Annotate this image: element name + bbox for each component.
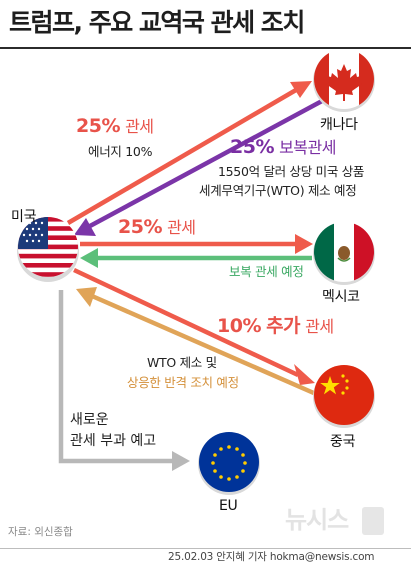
country-label-china: 중국	[330, 434, 356, 450]
china-tariff-label: 10% 추가 관세	[217, 317, 334, 336]
canada-retaliation-detail-2: 세계무역기구(WTO) 제소 예정	[199, 183, 357, 198]
china-response-line-1: WTO 제소 및	[147, 355, 217, 370]
mexico-retaliation-note: 보복 관세 예정	[229, 264, 304, 279]
source-label: 자료: 외신종합	[8, 526, 73, 538]
us-flag-icon	[17, 217, 79, 282]
china-tariff-word: 관세	[305, 317, 334, 336]
canada-retaliation-detail-1: 1550억 달러 상당 미국 상품	[218, 164, 365, 179]
canada-energy-note: 에너지 10%	[88, 144, 153, 159]
china-tariff-pct: 10%	[217, 315, 261, 337]
country-label-eu: EU	[219, 498, 238, 514]
canada-tariff-word: 관세	[125, 117, 154, 136]
canada-retaliation-label: 25% 보복관세	[230, 138, 336, 157]
page-title: 트럼프, 주요 교역국 관세 조치	[9, 8, 305, 37]
mexico-flag-icon	[313, 222, 375, 285]
footer-divider	[0, 548, 411, 549]
eu-notice-line-1: 새로운	[70, 412, 109, 428]
canada-flag-icon	[313, 49, 375, 112]
mexico-tariff-word: 관세	[167, 218, 196, 237]
china-tariff-extra: 추가	[266, 315, 301, 337]
china-response-line-2: 상응한 반격 조치 예정	[127, 375, 239, 390]
newsis-watermark: 뉴시스	[285, 506, 349, 534]
arrow-us-to-canada	[66, 81, 312, 225]
arrow-us-to-eu	[58, 290, 190, 471]
arrow-china-to-us	[76, 287, 317, 397]
country-label-canada: 캐나다	[320, 117, 358, 133]
eu-flag-icon	[198, 432, 260, 495]
eu-notice-line-2: 관세 부과 예고	[70, 433, 157, 449]
arrow-us-to-china	[73, 267, 315, 385]
country-label-mexico: 멕시코	[322, 289, 360, 305]
canada-retaliation-word: 보복관세	[279, 138, 336, 157]
mexico-tariff-label: 25% 관세	[118, 218, 196, 237]
title-divider	[0, 47, 411, 49]
newsis-logo-block	[362, 507, 384, 535]
mexico-tariff-pct: 25%	[118, 216, 162, 238]
arrow-us-to-mexico	[80, 234, 313, 254]
canada-retaliation-pct: 25%	[230, 136, 274, 158]
country-label-us: 미국	[11, 209, 37, 225]
china-flag-icon	[313, 365, 375, 428]
canada-tariff-label: 25% 관세	[76, 117, 154, 136]
canada-tariff-pct: 25%	[76, 115, 120, 137]
arrow-mexico-to-us	[80, 248, 312, 268]
arrow-canada-to-us	[74, 99, 324, 236]
credit-line: 25.02.03 안지혜 기자 hokma@newsis.com	[168, 551, 375, 563]
